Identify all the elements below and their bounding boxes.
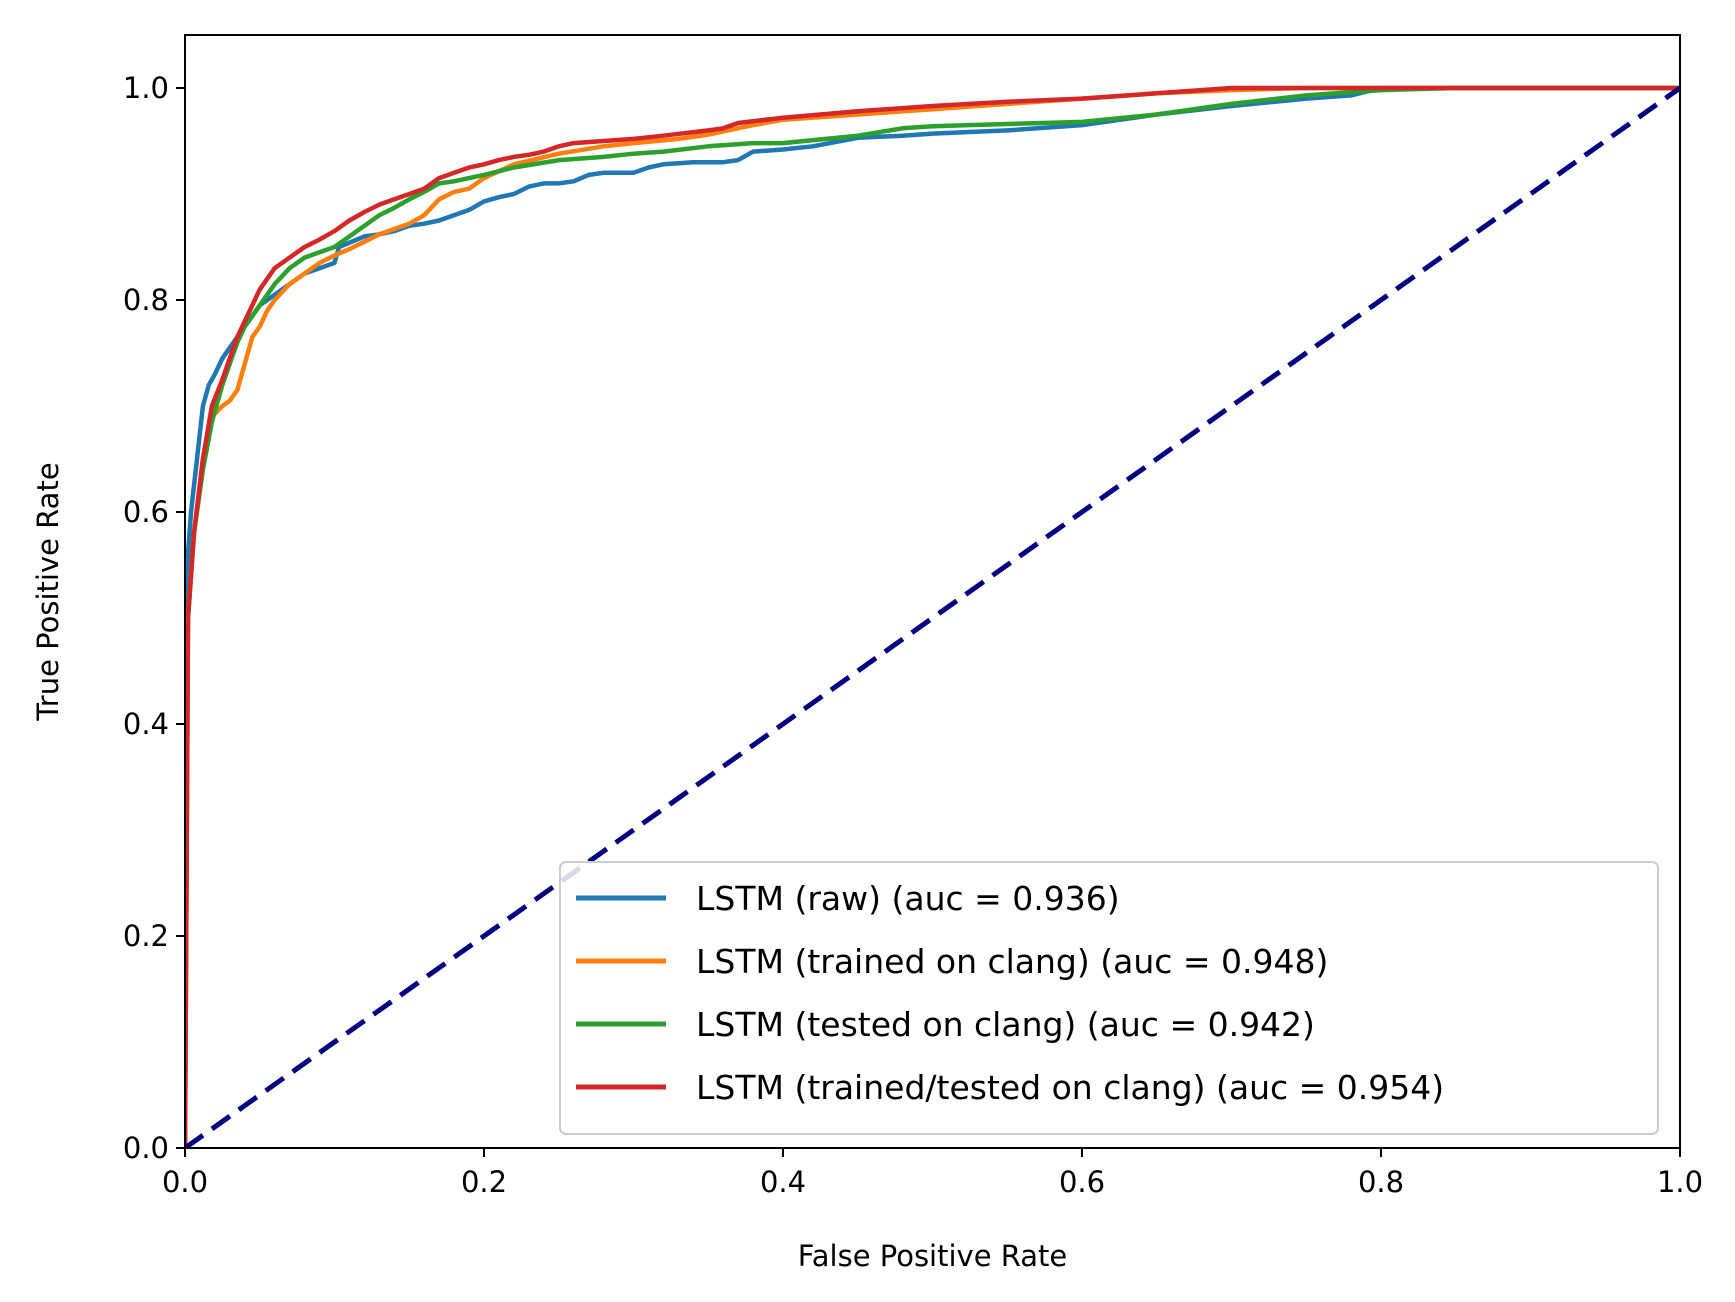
y-tick-label: 0.2 (123, 919, 169, 953)
series-line-3 (185, 85, 1680, 1148)
ticks-group: 0.0 0.2 0.4 0.6 0.8 1.0 0.0 0.2 0.4 0.6 0.8 1.0 (123, 71, 1703, 1199)
x-tick-label: 0.0 (162, 1165, 208, 1199)
legend-label: LSTM (raw) (auc = 0.936) (696, 879, 1120, 918)
legend-box (559, 861, 1659, 1135)
x-tick-label: 0.4 (760, 1165, 806, 1199)
y-tick-label: 0.8 (123, 283, 169, 317)
legend: LSTM (raw) (auc = 0.936) LSTM (trained on… (559, 861, 1659, 1135)
x-axis-label: False Positive Rate (798, 1239, 1068, 1273)
x-tick-label: 1.0 (1657, 1165, 1703, 1199)
chance-diagonal-line (185, 85, 1680, 1148)
x-tick-label: 0.2 (461, 1165, 507, 1199)
y-axis-label: True Positive Rate (31, 462, 65, 721)
axes-frame (184, 34, 1681, 1149)
y-tick-label: 0.6 (123, 495, 169, 529)
y-tick-label: 0.0 (123, 1131, 169, 1165)
x-tick-label: 0.8 (1358, 1165, 1404, 1199)
y-tick-label: 1.0 (123, 71, 169, 105)
legend-label: LSTM (trained/tested on clang) (auc = 0.… (696, 1068, 1444, 1107)
x-tick-label: 0.6 (1059, 1165, 1105, 1199)
y-tick-label: 0.4 (123, 707, 169, 741)
series-line-1 (185, 85, 1680, 1148)
legend-label: LSTM (trained on clang) (auc = 0.948) (696, 942, 1328, 981)
legend-label: LSTM (tested on clang) (auc = 0.942) (696, 1005, 1315, 1044)
series-line-2 (185, 85, 1680, 1148)
series-group (185, 85, 1680, 1148)
